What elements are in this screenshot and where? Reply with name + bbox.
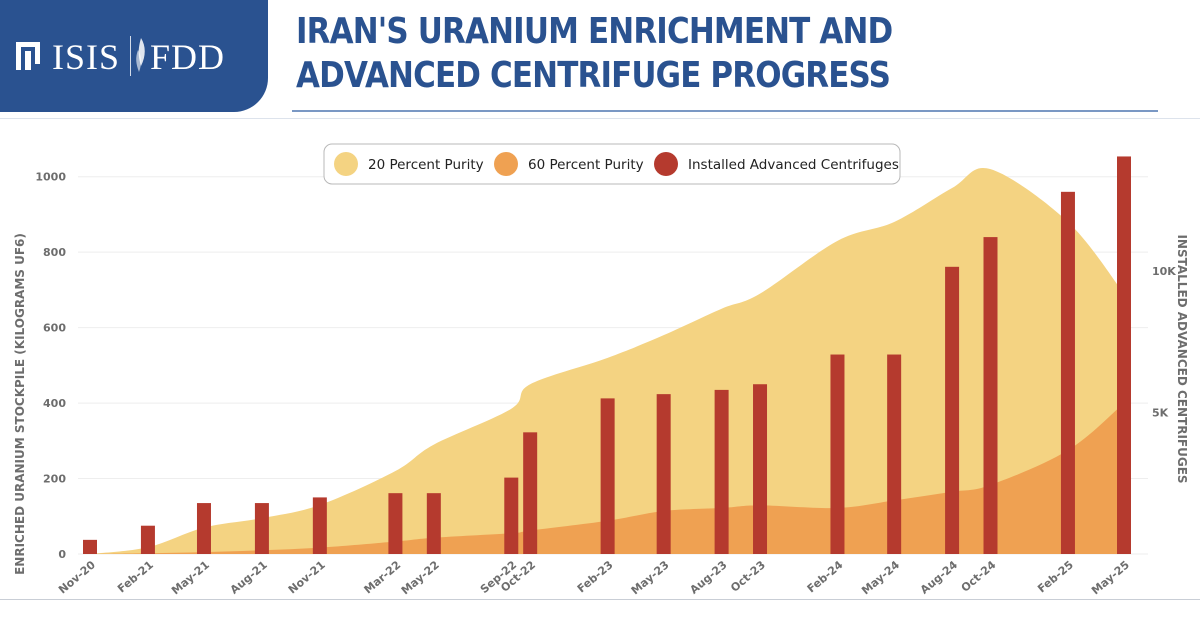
y-tick-label: 0 xyxy=(58,548,66,561)
bar-nov-21 xyxy=(312,497,327,554)
y-tick-label: 600 xyxy=(43,322,66,335)
x-tick-label: Oct-23 xyxy=(728,558,768,594)
bar-aug-21 xyxy=(254,503,269,554)
bar-mar-22 xyxy=(388,493,403,554)
legend-label-1: 20 Percent Purity xyxy=(368,157,484,173)
x-tick-label: Mar-22 xyxy=(362,558,404,596)
bar-aug-23 xyxy=(714,389,729,554)
x-tick-label: Oct-24 xyxy=(959,558,999,595)
x-tick-label: Aug-21 xyxy=(228,558,270,596)
legend-swatch-3 xyxy=(654,152,678,176)
bar-oct-22 xyxy=(523,432,538,554)
area-60-percent-purity xyxy=(90,403,1124,554)
bar-aug-24 xyxy=(945,266,960,554)
logo-divider xyxy=(130,36,131,76)
x-tick-label: Feb-24 xyxy=(805,558,846,595)
logo-text-isis: ISIS xyxy=(52,37,121,77)
x-axis-ticks: Nov-20 Feb-21 May-21 Aug-21 Nov-21 Mar-22May-… xyxy=(56,558,1132,597)
legend-swatch-1 xyxy=(334,152,358,176)
y2-axis-ticks: 5K 10K xyxy=(1152,265,1176,419)
bar-may-23 xyxy=(656,394,671,554)
legend-label-2: 60 Percent Purity xyxy=(528,157,644,173)
fdd-flame-icon xyxy=(136,38,145,72)
bar-may-24 xyxy=(887,354,902,554)
x-tick-label: May-23 xyxy=(629,558,672,597)
legend-swatch-2 xyxy=(494,152,518,176)
title-rule xyxy=(292,110,1158,112)
bar-may-22 xyxy=(426,493,441,554)
bar-feb-25 xyxy=(1060,191,1075,554)
bar-feb-23 xyxy=(600,398,615,554)
x-tick-label: May-25 xyxy=(1089,558,1132,597)
x-tick-label: Nov-20 xyxy=(56,558,98,596)
bar-may-25 xyxy=(1117,156,1131,555)
legend: 20 Percent Purity 60 Percent Purity Instal… xyxy=(323,143,901,185)
y2-tick-label: 10K xyxy=(1152,265,1176,278)
centrifuge-bars xyxy=(83,156,1131,555)
x-tick-label: Aug-24 xyxy=(918,558,960,597)
y2-axis-label: INSTALLED ADVANCED CENTRIFUGES xyxy=(1175,234,1189,483)
y-tick-label: 800 xyxy=(43,246,66,259)
legend-label-3: Installed Advanced Centrifuges xyxy=(688,157,899,173)
logo-text-fdd: FDD xyxy=(150,37,226,77)
bar-oct-24 xyxy=(983,237,998,554)
bar-feb-24 xyxy=(830,354,845,554)
y-axis-label: ENRICHED URANIUM STOCKPILE (KILOGRAMS UF… xyxy=(13,233,27,575)
y-tick-label: 200 xyxy=(43,473,66,486)
page-title: IRAN'S URANIUM ENRICHMENT AND ADVANCED C… xyxy=(296,11,893,96)
bar-nov-20 xyxy=(83,539,97,554)
x-tick-label: Aug-23 xyxy=(687,558,729,596)
x-tick-label: Feb-21 xyxy=(115,558,156,595)
y2-tick-label: 5K xyxy=(1152,407,1169,420)
bar-sep-22 xyxy=(504,477,519,554)
y-tick-label: 400 xyxy=(43,397,66,410)
y-axis-ticks: 0 200 400 600 800 1000 xyxy=(35,171,66,561)
bar-oct-23 xyxy=(753,384,768,554)
x-tick-label: May-22 xyxy=(399,558,442,597)
area-20-percent-purity xyxy=(90,167,1124,555)
bar-may-21 xyxy=(196,503,211,554)
bar-feb-21 xyxy=(140,525,155,554)
legend-box xyxy=(323,143,901,185)
x-tick-label: Nov-21 xyxy=(286,558,328,596)
x-tick-label: Feb-25 xyxy=(1035,558,1076,595)
chart-frame: 0 200 400 600 800 1000 5K 10K Nov-20 Feb-21 May-… xyxy=(0,118,1200,600)
y-tick-label: 1000 xyxy=(35,171,66,184)
chart: 0 200 400 600 800 1000 5K 10K Nov-20 Feb-21 May-… xyxy=(13,143,1189,597)
x-tick-label: Feb-23 xyxy=(575,558,616,595)
isis-logo-icon xyxy=(16,42,40,70)
logo-panel: ISIS FDD xyxy=(0,0,268,112)
x-tick-label: May-21 xyxy=(169,558,212,597)
x-tick-label: May-24 xyxy=(859,558,902,597)
